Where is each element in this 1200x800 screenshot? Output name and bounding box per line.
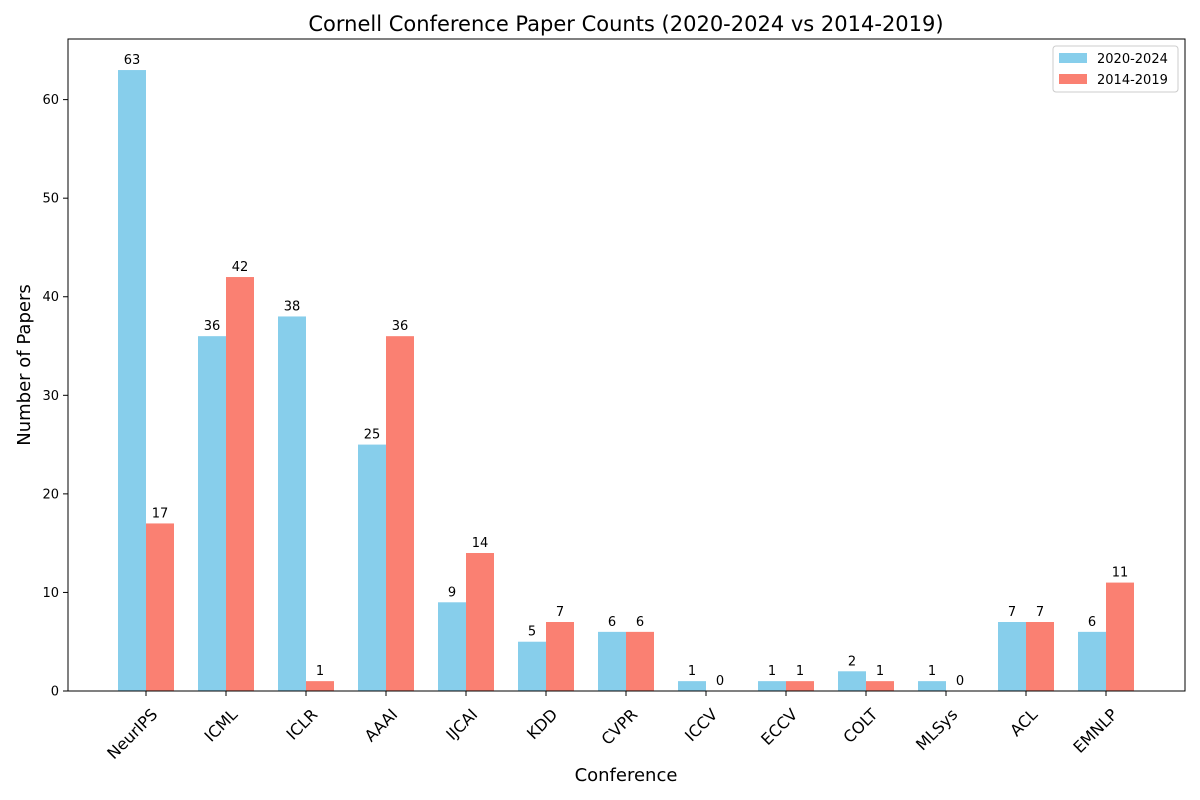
x-tick-label: IJCAI (442, 705, 481, 744)
bar-iclr-series-0 (278, 316, 306, 691)
bar-value-label: 63 (124, 53, 141, 68)
bar-value-label: 7 (556, 605, 564, 620)
bar-iccv-series-0 (678, 681, 706, 691)
legend-swatch-series-1 (1059, 74, 1087, 84)
legend-label-series-1: 2014-2019 (1097, 73, 1168, 88)
y-tick-label: 30 (42, 389, 59, 404)
bar-value-label: 6 (636, 615, 644, 630)
bar-value-label: 7 (1036, 605, 1044, 620)
bar-value-label: 42 (232, 260, 249, 275)
bars-group (118, 70, 1134, 692)
bar-value-label: 2 (848, 654, 856, 669)
x-tick-label: AAAI (361, 705, 402, 746)
bar-value-label: 6 (1088, 615, 1096, 630)
bar-value-label: 36 (204, 319, 221, 334)
x-tick-label: ICML (201, 705, 242, 746)
x-tick-label: KDD (523, 705, 561, 743)
legend-swatch-series-0 (1059, 53, 1087, 63)
bar-kdd-series-1 (546, 622, 574, 691)
y-tick-label: 40 (42, 290, 59, 305)
bar-ijcai-series-1 (466, 553, 494, 691)
bar-colt-series-0 (838, 671, 866, 691)
x-tick-label: NeurIPS (103, 705, 161, 763)
bar-value-label: 9 (448, 585, 456, 600)
bar-colt-series-1 (866, 681, 894, 691)
bar-value-label: 7 (1008, 605, 1016, 620)
bar-value-label: 5 (528, 625, 536, 640)
bar-iclr-series-1 (306, 681, 334, 691)
x-axis-label: Conference (575, 765, 678, 786)
y-tick-label: 50 (42, 192, 59, 207)
bar-cvpr-series-0 (598, 631, 626, 691)
bar-value-label: 0 (716, 674, 724, 689)
bar-value-label: 36 (392, 319, 409, 334)
bar-acl-series-0 (998, 622, 1026, 691)
bar-value-label: 1 (928, 664, 936, 679)
x-tick-label: MLSys (912, 705, 961, 754)
x-tick-label: EMNLP (1069, 705, 1121, 757)
x-tick-label: CVPR (598, 705, 642, 749)
y-axis: 0 10 20 30 40 50 60 (42, 93, 68, 700)
bar-emnlp-series-0 (1078, 631, 1106, 691)
y-tick-label: 10 (42, 586, 59, 601)
y-axis-label: Number of Papers (14, 284, 35, 445)
x-tick-label: ICLR (282, 705, 321, 744)
bar-value-label: 25 (364, 428, 381, 443)
legend-label-series-0: 2020-2024 (1097, 52, 1168, 67)
bar-acl-series-1 (1026, 622, 1054, 691)
bar-neurips-series-1 (146, 523, 174, 691)
bar-kdd-series-0 (518, 641, 546, 691)
chart-title: Cornell Conference Paper Counts (2020-20… (308, 12, 943, 36)
bar-value-label: 1 (768, 664, 776, 679)
x-tick-label: ACL (1006, 705, 1041, 740)
bar-value-label: 1 (316, 664, 324, 679)
bar-icml-series-0 (198, 336, 226, 691)
x-tick-label: ECCV (757, 705, 801, 749)
bar-emnlp-series-1 (1106, 582, 1134, 691)
bar-cvpr-series-1 (626, 631, 654, 691)
legend: 2020-2024 2014-2019 (1052, 45, 1179, 93)
bar-value-label: 38 (284, 299, 301, 314)
bar-eccv-series-1 (786, 681, 814, 691)
y-tick-label: 20 (42, 487, 59, 502)
bar-aaai-series-0 (358, 444, 386, 691)
bar-value-label: 6 (608, 615, 616, 630)
bar-neurips-series-0 (118, 70, 146, 692)
y-tick-label: 60 (42, 93, 59, 108)
bar-value-label: 11 (1112, 566, 1129, 581)
y-tick-label: 0 (51, 685, 59, 700)
x-axis: NeurIPS ICML ICLR AAAI IJCAI KDD CVPR ICCV ECCV C… (103, 691, 1122, 763)
x-tick-label: ICCV (681, 705, 721, 745)
bar-mlsys-series-0 (918, 681, 946, 691)
bar-aaai-series-1 (386, 336, 414, 691)
bar-ijcai-series-0 (438, 602, 466, 691)
x-tick-label: COLT (839, 705, 881, 747)
bar-value-label: 1 (688, 664, 696, 679)
bar-value-label: 17 (152, 506, 169, 521)
bar-value-label: 1 (796, 664, 804, 679)
bar-eccv-series-0 (758, 681, 786, 691)
bar-value-label: 14 (472, 536, 489, 551)
bar-value-label: 0 (956, 674, 964, 689)
bar-value-label: 1 (876, 664, 884, 679)
bar-icml-series-1 (226, 277, 254, 691)
